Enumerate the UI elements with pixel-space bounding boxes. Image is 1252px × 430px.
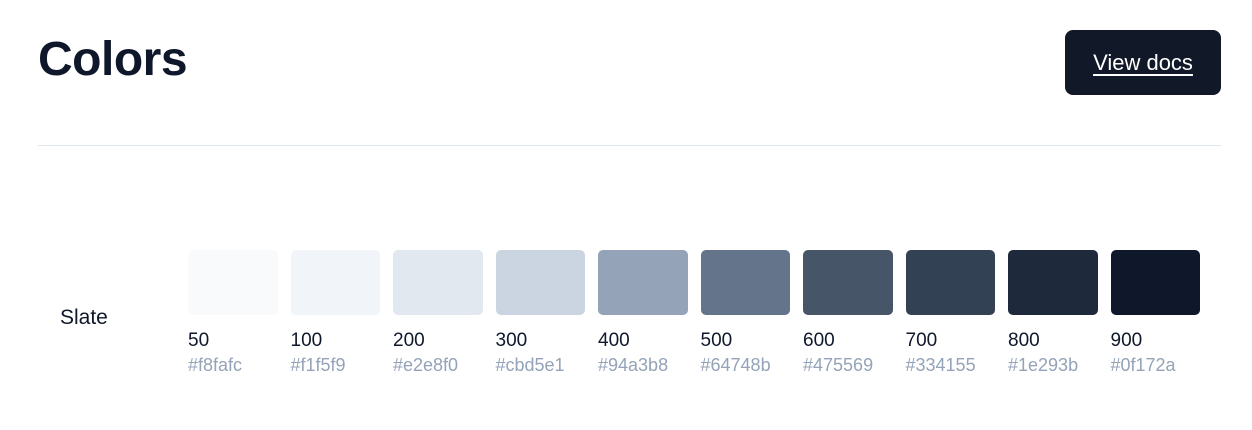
swatch-shade: 300 <box>495 330 528 351</box>
swatch-chip[interactable] <box>700 250 790 315</box>
swatch: 50 #f8fafc <box>188 250 278 377</box>
swatch: 900 #0f172a <box>1110 250 1200 377</box>
swatch: 200 #e2e8f0 <box>393 250 483 377</box>
swatch-shade: 400 <box>598 330 630 351</box>
swatch-shade: 900 <box>1110 330 1143 351</box>
swatch-shade: 700 <box>905 330 938 351</box>
swatch-chip[interactable] <box>598 250 688 315</box>
swatch-shade: 200 <box>393 330 425 351</box>
swatch-chip[interactable] <box>495 250 585 315</box>
swatch-hex: #1e293b <box>1008 355 1079 375</box>
swatch-hex: #334155 <box>905 355 976 375</box>
swatch-shade: 800 <box>1008 330 1040 351</box>
swatch: 800 #1e293b <box>1008 250 1098 377</box>
swatch-hex: #cbd5e1 <box>495 355 565 375</box>
swatch-hex: #e2e8f0 <box>393 355 459 375</box>
swatch-list: 50 #f8fafc 100 #f1f5f9 200 #e2e8f0 300 #… <box>188 250 1200 377</box>
swatch-chip[interactable] <box>188 250 278 315</box>
swatch-chip[interactable] <box>290 250 380 315</box>
swatch-chip[interactable] <box>393 250 483 315</box>
swatch-hex: #94a3b8 <box>598 355 669 375</box>
swatch-hex: #0f172a <box>1110 355 1176 375</box>
swatch-hex: #f1f5f9 <box>290 355 346 375</box>
swatch-shade: 50 <box>188 330 210 351</box>
swatch: 500 #64748b <box>700 250 790 377</box>
swatch-hex: #f8fafc <box>188 355 243 375</box>
swatch-chip[interactable] <box>1008 250 1098 315</box>
swatch-shade: 600 <box>803 330 835 351</box>
palette-name: Slate <box>60 306 108 329</box>
swatch: 700 #334155 <box>905 250 995 377</box>
swatch: 600 #475569 <box>803 250 893 377</box>
swatch-chip[interactable] <box>905 250 995 315</box>
page-title: Colors <box>38 33 188 86</box>
swatch-hex: #64748b <box>700 355 771 375</box>
swatch-chip[interactable] <box>1110 250 1200 315</box>
divider <box>38 145 1221 146</box>
swatch-shade: 500 <box>700 330 733 351</box>
swatch-hex: #475569 <box>803 355 874 375</box>
swatch: 100 #f1f5f9 <box>290 250 380 377</box>
swatch: 400 #94a3b8 <box>598 250 688 377</box>
swatch: 300 #cbd5e1 <box>495 250 585 377</box>
view-docs-button[interactable]: View docs <box>1065 30 1221 95</box>
swatch-chip[interactable] <box>803 250 893 315</box>
swatch-shade: 100 <box>290 330 323 351</box>
palette-row: Slate 50 #f8fafc 100 #f1f5f9 200 #e2e8f0… <box>0 250 1252 390</box>
